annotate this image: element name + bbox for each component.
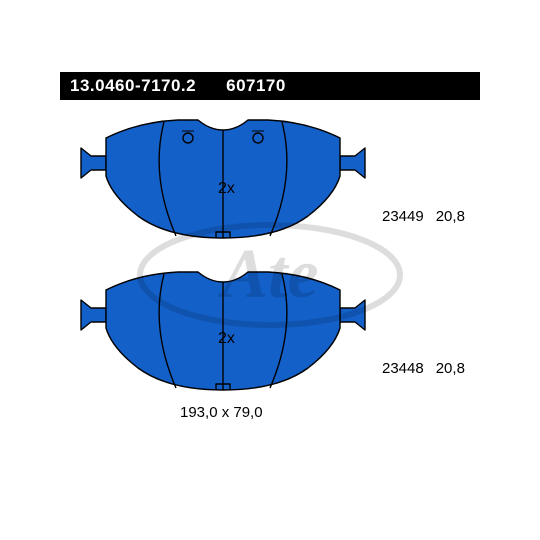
thickness-bottom: 20,8 (436, 360, 465, 377)
thickness-top: 20,8 (436, 208, 465, 225)
header-bar: 13.0460-7170.2 607170 (60, 72, 480, 100)
dimensions-label: 193,0 x 79,0 (180, 404, 263, 421)
product-code: 607170 (226, 76, 286, 96)
side-code-bottom: 23448 (382, 360, 424, 377)
part-number: 13.0460-7170.2 (70, 76, 196, 96)
qty-label-bottom: 2x (218, 330, 235, 348)
side-label-top: 23449 20,8 (382, 208, 465, 225)
side-label-bottom: 23448 20,8 (382, 360, 465, 377)
product-figure: 13.0460-7170.2 607170 2x 234492 (0, 0, 540, 540)
qty-label-top: 2x (218, 180, 235, 198)
side-code-top: 23449 (382, 208, 424, 225)
